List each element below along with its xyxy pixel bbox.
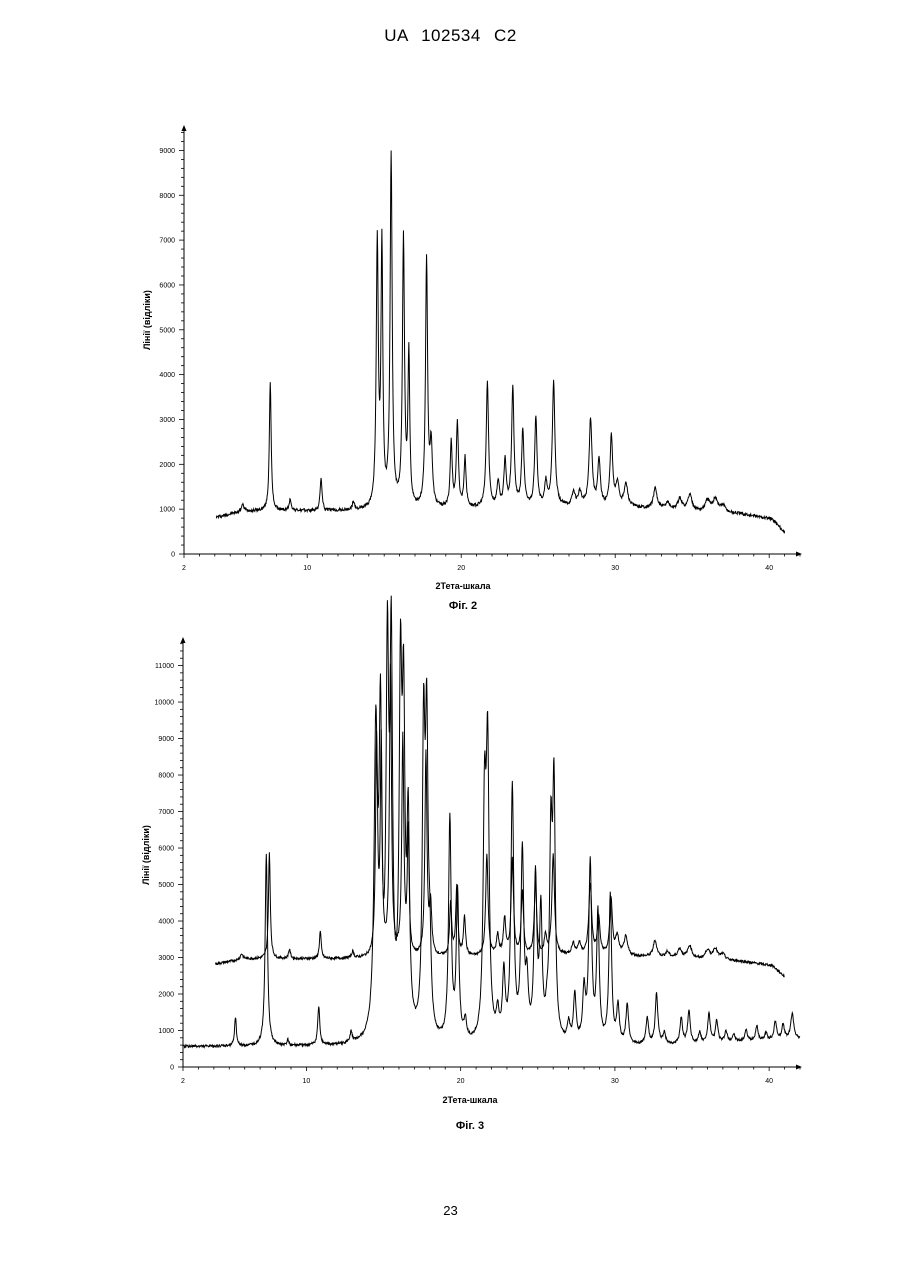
figure-caption: Фіг. 2 (449, 600, 477, 612)
x-axis-label: 2Тета-шкала (435, 581, 491, 591)
y-tick-label: 7000 (159, 238, 175, 245)
x-tick-label: 10 (303, 565, 311, 572)
y-tick-label: 9000 (159, 148, 175, 155)
y-tick-label: 11000 (155, 663, 174, 670)
y-axis-label: Лінії (відліки) (142, 290, 152, 350)
x-tick-label: 2 (181, 1078, 185, 1085)
x-tick-label: 20 (457, 565, 465, 572)
y-tick-label: 7000 (158, 809, 174, 816)
y-tick-label: 8000 (158, 773, 174, 780)
y-tick-label: 2000 (158, 992, 174, 999)
document-header: UA 102534 C2 (0, 26, 901, 46)
y-tick-label: 8000 (159, 193, 175, 200)
diffraction-line-fig3-upper (215, 664, 784, 977)
x-axis-arrow (796, 552, 802, 557)
figure-caption: Фіг. 3 (456, 1120, 484, 1132)
y-tick-label: 10000 (155, 700, 175, 707)
y-tick-label: 0 (170, 1065, 174, 1072)
y-axis-arrow (181, 637, 186, 643)
x-tick-label: 30 (611, 565, 619, 572)
y-tick-label: 2000 (159, 462, 175, 469)
x-tick-label: 40 (765, 565, 773, 572)
axis-ticks-layer: 0 1000 2000 3000 4000 5000 6000 7000 8000 9000 100… (155, 644, 800, 1085)
xrd-chart-fig2: 0 1000 2000 3000 4000 5000 6000 7000 8000 9000 2 10… (0, 120, 901, 620)
y-tick-label: 4000 (159, 372, 175, 379)
x-tick-label: 10 (303, 1078, 311, 1085)
y-axis-label: Лінії (відліки) (141, 825, 151, 885)
diffraction-line-fig3-lower (183, 596, 800, 1048)
y-axis-arrow (182, 125, 187, 131)
y-tick-label: 1000 (159, 507, 175, 514)
diffraction-line-fig2 (216, 151, 784, 534)
x-tick-label: 30 (611, 1078, 619, 1085)
x-tick-label: 40 (765, 1078, 773, 1085)
y-tick-label: 3000 (159, 417, 175, 424)
y-tick-label: 4000 (158, 919, 174, 926)
y-tick-label: 5000 (159, 327, 175, 334)
x-tick-label: 2 (182, 565, 186, 572)
y-tick-label: 3000 (158, 955, 174, 962)
y-tick-label: 6000 (158, 846, 174, 853)
y-tick-label: 0 (171, 552, 175, 559)
x-tick-label: 20 (457, 1078, 465, 1085)
page-number: 23 (0, 1203, 901, 1218)
xrd-chart-fig3: 0 1000 2000 3000 4000 5000 6000 7000 8000 9000 100… (0, 630, 901, 1140)
y-tick-label: 1000 (158, 1028, 174, 1035)
y-tick-label: 6000 (159, 282, 175, 289)
x-axis-arrow (796, 1065, 802, 1070)
x-axis-label: 2Тета-шкала (442, 1095, 498, 1105)
y-tick-label: 5000 (158, 882, 174, 889)
y-tick-label: 9000 (158, 736, 174, 743)
